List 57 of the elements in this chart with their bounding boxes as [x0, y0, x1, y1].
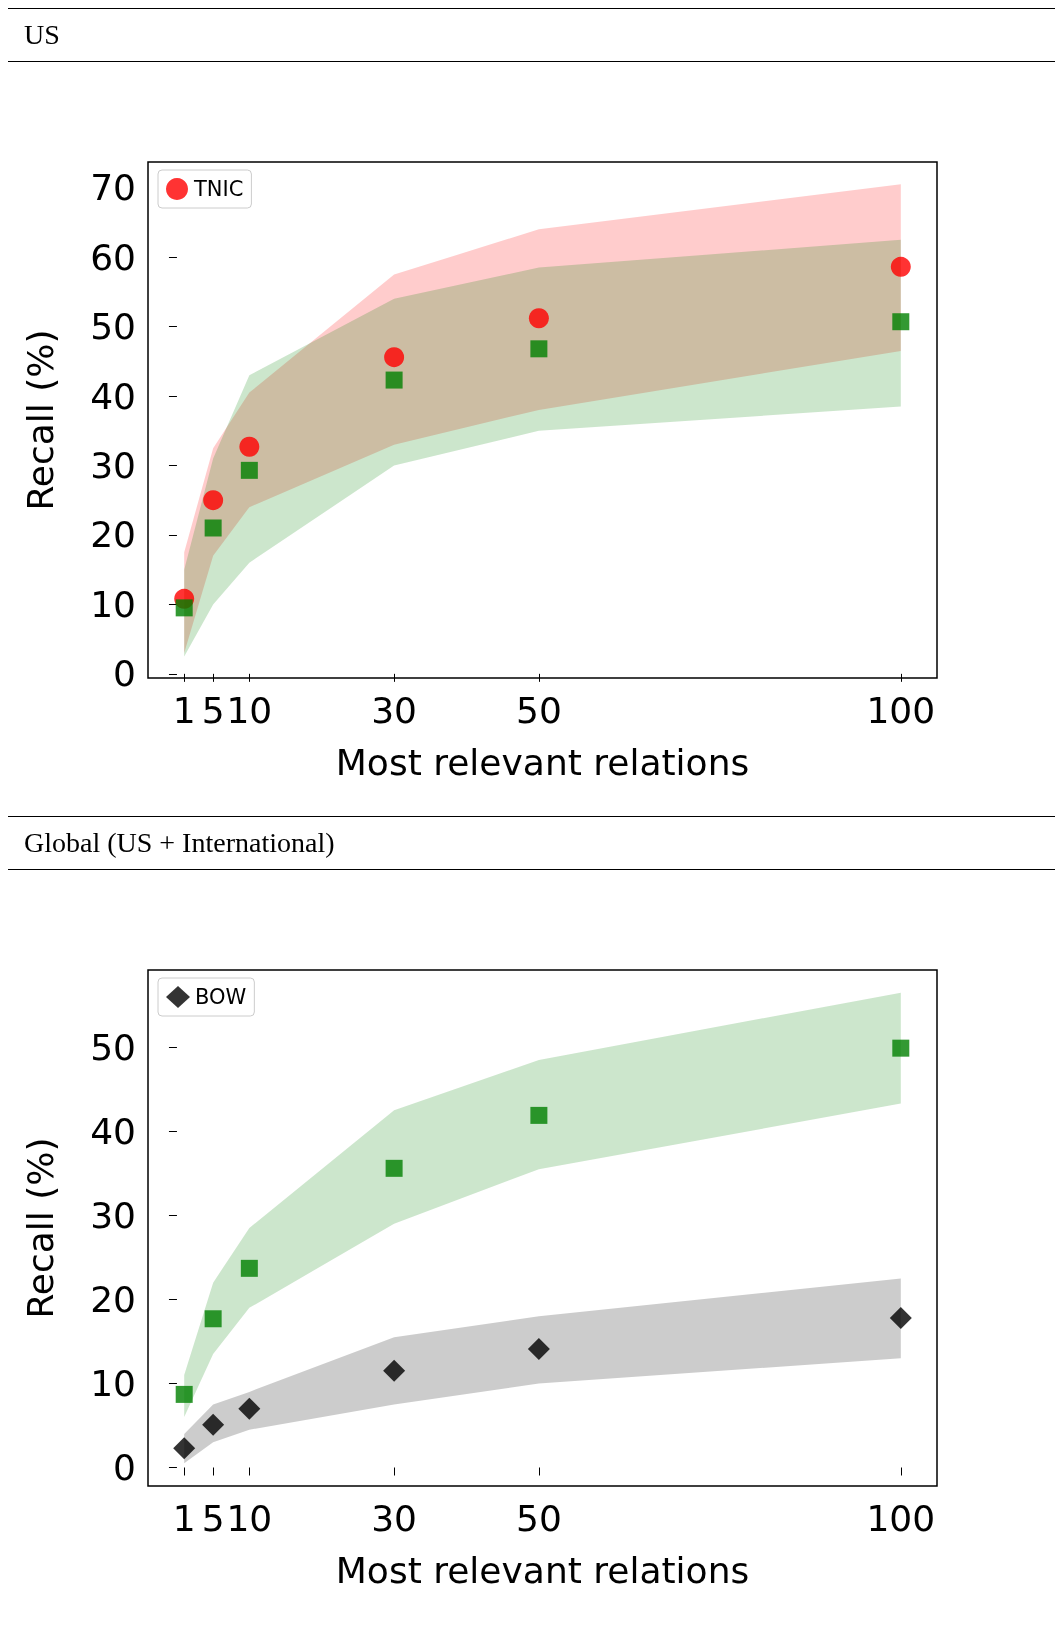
y-tick-label: 70 — [90, 167, 136, 209]
y-tick-label: 10 — [90, 583, 136, 625]
x-tick-label: 10 — [226, 689, 273, 731]
point — [385, 371, 403, 389]
point — [204, 1310, 222, 1328]
y-tick-label: 30 — [90, 1194, 136, 1236]
point — [385, 1159, 403, 1177]
point — [240, 1259, 258, 1277]
y-tick-label: 50 — [90, 306, 136, 348]
y-tick-label: 0 — [113, 1447, 136, 1489]
x-tick-label: 1 — [172, 689, 196, 731]
x-tick-label: 30 — [371, 689, 418, 731]
x-tick-label: 50 — [515, 1497, 562, 1539]
x-tick-label: 50 — [515, 689, 562, 731]
point — [530, 1106, 548, 1124]
point — [890, 256, 911, 277]
point — [384, 347, 405, 368]
x-axis-title: Most relevant relations — [335, 1549, 750, 1591]
point — [892, 313, 910, 331]
x-tick-label: 5 — [201, 1497, 225, 1539]
point — [528, 308, 549, 329]
y-axis-title: Recall (%) — [19, 329, 61, 511]
x-tick-label: 1 — [172, 1497, 196, 1539]
chart-title: Global (US + International) — [8, 816, 1055, 870]
y-tick-label: 60 — [90, 236, 136, 278]
point — [889, 1306, 912, 1329]
chart-title: US — [8, 8, 1055, 62]
x-tick-label: 100 — [866, 689, 936, 731]
y-tick-label: 40 — [90, 1110, 136, 1152]
point — [203, 490, 224, 511]
x-tick-label: 30 — [371, 1497, 418, 1539]
point — [175, 599, 193, 617]
point — [202, 1413, 225, 1436]
y-tick-label: 20 — [90, 514, 136, 556]
point — [383, 1359, 406, 1382]
point — [530, 340, 548, 358]
x-axis-title: Most relevant relations — [335, 741, 750, 783]
y-tick-label: 30 — [90, 444, 136, 486]
point — [238, 1397, 261, 1420]
point — [173, 1437, 196, 1460]
y-axis-title: Recall (%) — [19, 1137, 61, 1319]
y-tick-label: 0 — [113, 653, 136, 695]
x-tick-label: 10 — [226, 1497, 273, 1539]
y-tick-label: 10 — [90, 1362, 136, 1404]
point — [527, 1338, 550, 1361]
x-tick-label: 5 — [201, 689, 225, 731]
point — [240, 461, 258, 479]
y-tick-label: 20 — [90, 1278, 136, 1320]
point — [239, 436, 260, 457]
legend-label: BOW — [195, 985, 247, 1009]
point — [175, 1385, 193, 1403]
x-tick-label: 100 — [866, 1497, 936, 1539]
point — [892, 1039, 910, 1057]
y-tick-label: 40 — [90, 375, 136, 417]
y-tick-label: 50 — [90, 1026, 136, 1068]
legend-label: TNIC — [193, 177, 244, 201]
point — [204, 519, 222, 537]
